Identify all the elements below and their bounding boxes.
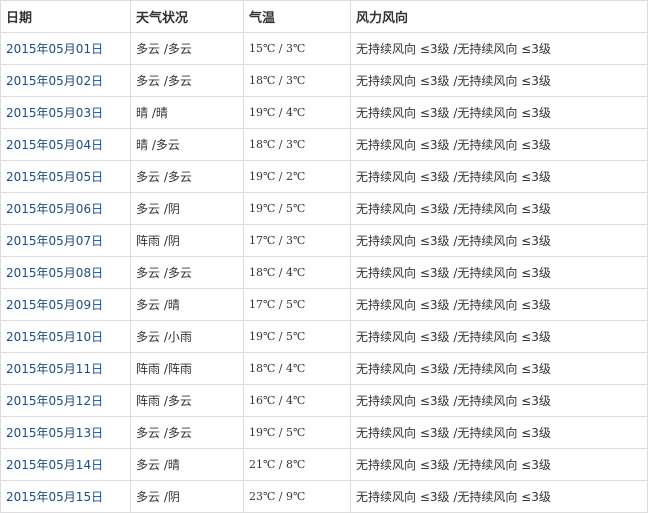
date-link[interactable]: 2015年05月14日 [6, 458, 104, 472]
weather-cell: 多云 /多云 [130, 256, 244, 289]
temperature-cell: 15℃ / 3℃ [243, 32, 351, 65]
table-row: 2015年05月10日 多云 /小雨 19℃ / 5℃ 无持续风向 ≤3级 /无… [0, 320, 648, 353]
header-wind: 风力风向 [350, 0, 648, 33]
date-cell: 2015年05月04日 [0, 128, 131, 161]
temperature-cell: 18℃ / 4℃ [243, 352, 351, 385]
temperature-cell: 18℃ / 3℃ [243, 64, 351, 97]
weather-cell: 多云 /多云 [130, 160, 244, 193]
table-row: 2015年05月09日 多云 /晴 17℃ / 5℃ 无持续风向 ≤3级 /无持… [0, 288, 648, 321]
date-link[interactable]: 2015年05月03日 [6, 106, 104, 120]
date-cell: 2015年05月12日 [0, 384, 131, 417]
date-link[interactable]: 2015年05月07日 [6, 234, 104, 248]
date-cell: 2015年05月13日 [0, 416, 131, 449]
date-cell: 2015年05月01日 [0, 32, 131, 65]
date-cell: 2015年05月10日 [0, 320, 131, 353]
temperature-cell: 19℃ / 4℃ [243, 96, 351, 129]
date-link[interactable]: 2015年05月13日 [6, 426, 104, 440]
date-link[interactable]: 2015年05月11日 [6, 362, 104, 376]
table-row: 2015年05月13日 多云 /多云 19℃ / 5℃ 无持续风向 ≤3级 /无… [0, 416, 648, 449]
wind-cell: 无持续风向 ≤3级 /无持续风向 ≤3级 [350, 32, 648, 65]
temperature-cell: 19℃ / 2℃ [243, 160, 351, 193]
header-temperature: 气温 [243, 0, 351, 33]
wind-cell: 无持续风向 ≤3级 /无持续风向 ≤3级 [350, 320, 648, 353]
temperature-cell: 19℃ / 5℃ [243, 416, 351, 449]
date-link[interactable]: 2015年05月06日 [6, 202, 104, 216]
temperature-cell: 21℃ / 8℃ [243, 448, 351, 481]
wind-cell: 无持续风向 ≤3级 /无持续风向 ≤3级 [350, 384, 648, 417]
wind-cell: 无持续风向 ≤3级 /无持续风向 ≤3级 [350, 288, 648, 321]
table-row: 2015年05月07日 阵雨 /阴 17℃ / 3℃ 无持续风向 ≤3级 /无持… [0, 224, 648, 257]
date-link[interactable]: 2015年05月01日 [6, 42, 104, 56]
date-cell: 2015年05月08日 [0, 256, 131, 289]
table-row: 2015年05月14日 多云 /晴 21℃ / 8℃ 无持续风向 ≤3级 /无持… [0, 448, 648, 481]
date-cell: 2015年05月14日 [0, 448, 131, 481]
temperature-cell: 17℃ / 3℃ [243, 224, 351, 257]
weather-cell: 晴 /晴 [130, 96, 244, 129]
temperature-cell: 16℃ / 4℃ [243, 384, 351, 417]
weather-cell: 多云 /晴 [130, 288, 244, 321]
table-row: 2015年05月04日 晴 /多云 18℃ / 3℃ 无持续风向 ≤3级 /无持… [0, 128, 648, 161]
wind-cell: 无持续风向 ≤3级 /无持续风向 ≤3级 [350, 96, 648, 129]
weather-cell: 多云 /晴 [130, 448, 244, 481]
date-link[interactable]: 2015年05月15日 [6, 490, 104, 504]
wind-cell: 无持续风向 ≤3级 /无持续风向 ≤3级 [350, 160, 648, 193]
wind-cell: 无持续风向 ≤3级 /无持续风向 ≤3级 [350, 192, 648, 225]
date-link[interactable]: 2015年05月09日 [6, 298, 104, 312]
wind-cell: 无持续风向 ≤3级 /无持续风向 ≤3级 [350, 256, 648, 289]
date-link[interactable]: 2015年05月02日 [6, 74, 104, 88]
date-link[interactable]: 2015年05月08日 [6, 266, 104, 280]
table-row: 2015年05月01日 多云 /多云 15℃ / 3℃ 无持续风向 ≤3级 /无… [0, 32, 648, 65]
date-link[interactable]: 2015年05月05日 [6, 170, 104, 184]
date-cell: 2015年05月09日 [0, 288, 131, 321]
table-row: 2015年05月08日 多云 /多云 18℃ / 4℃ 无持续风向 ≤3级 /无… [0, 256, 648, 289]
table-row: 2015年05月12日 阵雨 /多云 16℃ / 4℃ 无持续风向 ≤3级 /无… [0, 384, 648, 417]
temperature-cell: 18℃ / 4℃ [243, 256, 351, 289]
weather-cell: 晴 /多云 [130, 128, 244, 161]
date-cell: 2015年05月15日 [0, 480, 131, 513]
wind-cell: 无持续风向 ≤3级 /无持续风向 ≤3级 [350, 64, 648, 97]
table-row: 2015年05月05日 多云 /多云 19℃ / 2℃ 无持续风向 ≤3级 /无… [0, 160, 648, 193]
wind-cell: 无持续风向 ≤3级 /无持续风向 ≤3级 [350, 416, 648, 449]
date-cell: 2015年05月11日 [0, 352, 131, 385]
wind-cell: 无持续风向 ≤3级 /无持续风向 ≤3级 [350, 448, 648, 481]
temperature-cell: 19℃ / 5℃ [243, 192, 351, 225]
header-weather: 天气状况 [130, 0, 244, 33]
table-row: 2015年05月02日 多云 /多云 18℃ / 3℃ 无持续风向 ≤3级 /无… [0, 64, 648, 97]
table-row: 2015年05月06日 多云 /阴 19℃ / 5℃ 无持续风向 ≤3级 /无持… [0, 192, 648, 225]
date-cell: 2015年05月03日 [0, 96, 131, 129]
header-row: 日期 天气状况 气温 风力风向 [0, 0, 648, 33]
wind-cell: 无持续风向 ≤3级 /无持续风向 ≤3级 [350, 352, 648, 385]
table-row: 2015年05月15日 多云 /阴 23℃ / 9℃ 无持续风向 ≤3级 /无持… [0, 480, 648, 513]
date-link[interactable]: 2015年05月10日 [6, 330, 104, 344]
date-cell: 2015年05月02日 [0, 64, 131, 97]
temperature-cell: 19℃ / 5℃ [243, 320, 351, 353]
weather-cell: 阵雨 /阵雨 [130, 352, 244, 385]
date-cell: 2015年05月05日 [0, 160, 131, 193]
temperature-cell: 17℃ / 5℃ [243, 288, 351, 321]
wind-cell: 无持续风向 ≤3级 /无持续风向 ≤3级 [350, 480, 648, 513]
weather-cell: 阵雨 /多云 [130, 384, 244, 417]
weather-cell: 多云 /多云 [130, 32, 244, 65]
wind-cell: 无持续风向 ≤3级 /无持续风向 ≤3级 [350, 128, 648, 161]
date-cell: 2015年05月06日 [0, 192, 131, 225]
table-row: 2015年05月11日 阵雨 /阵雨 18℃ / 4℃ 无持续风向 ≤3级 /无… [0, 352, 648, 385]
weather-cell: 多云 /多云 [130, 64, 244, 97]
header-date: 日期 [0, 0, 131, 33]
weather-cell: 多云 /多云 [130, 416, 244, 449]
date-link[interactable]: 2015年05月12日 [6, 394, 104, 408]
table-row: 2015年05月03日 晴 /晴 19℃ / 4℃ 无持续风向 ≤3级 /无持续… [0, 96, 648, 129]
weather-cell: 阵雨 /阴 [130, 224, 244, 257]
temperature-cell: 18℃ / 3℃ [243, 128, 351, 161]
date-link[interactable]: 2015年05月04日 [6, 138, 104, 152]
date-cell: 2015年05月07日 [0, 224, 131, 257]
weather-cell: 多云 /阴 [130, 192, 244, 225]
weather-cell: 多云 /阴 [130, 480, 244, 513]
weather-cell: 多云 /小雨 [130, 320, 244, 353]
temperature-cell: 23℃ / 9℃ [243, 480, 351, 513]
wind-cell: 无持续风向 ≤3级 /无持续风向 ≤3级 [350, 224, 648, 257]
